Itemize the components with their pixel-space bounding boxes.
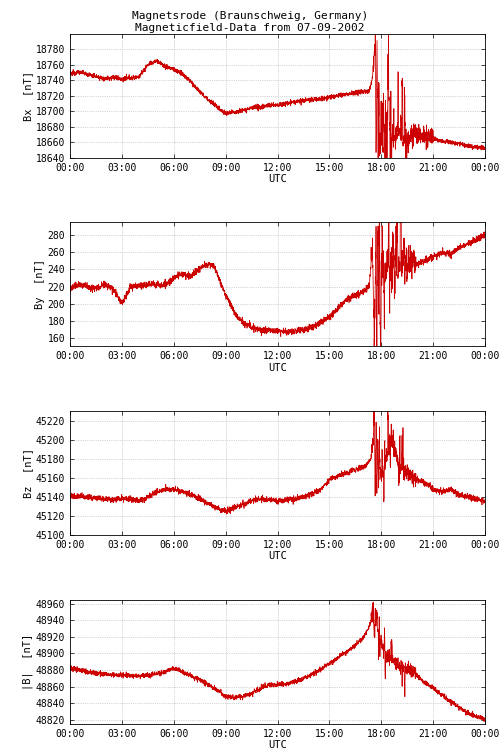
X-axis label: UTC: UTC — [268, 551, 287, 561]
Y-axis label: Bx  [nT]: Bx [nT] — [23, 70, 33, 121]
Y-axis label: Bz  [nT]: Bz [nT] — [23, 448, 33, 498]
Text: Magnetsrode (Braunschweig, Germany)
Magneticfield-Data from 07-09-2002: Magnetsrode (Braunschweig, Germany) Magn… — [132, 11, 368, 33]
Y-axis label: By  [nT]: By [nT] — [34, 260, 44, 310]
X-axis label: UTC: UTC — [268, 363, 287, 373]
X-axis label: UTC: UTC — [268, 174, 287, 184]
Y-axis label: |B|  [nT]: |B| [nT] — [22, 634, 33, 690]
X-axis label: UTC: UTC — [268, 740, 287, 750]
